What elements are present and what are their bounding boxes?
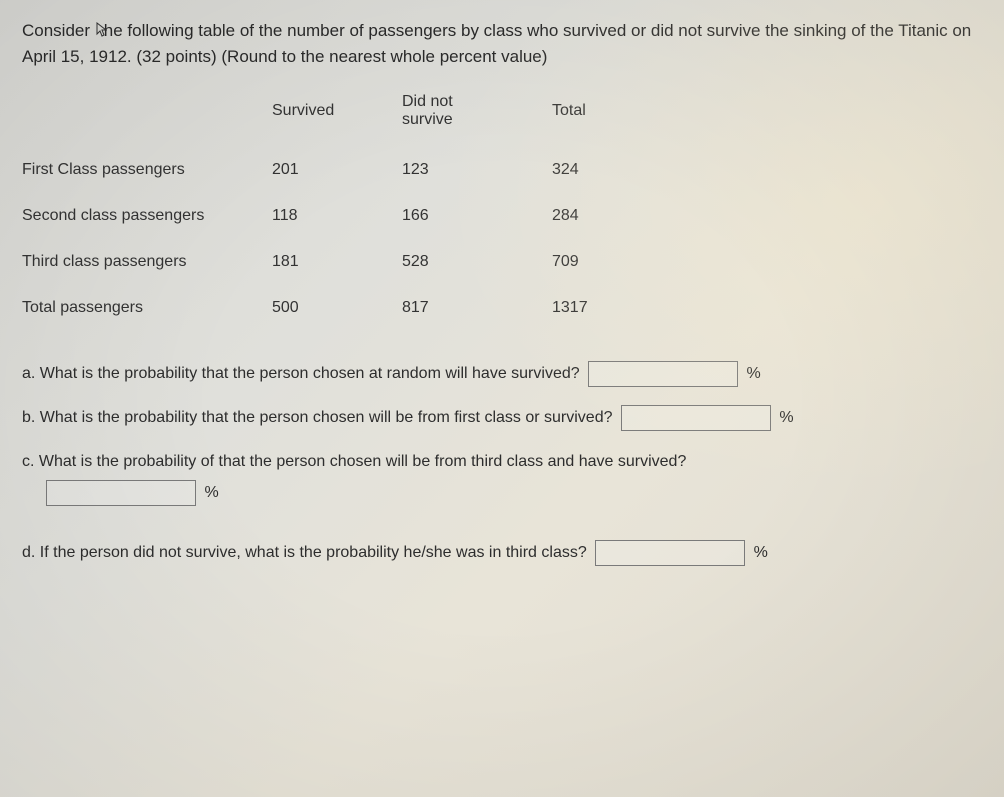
table-header-blank — [22, 93, 272, 147]
row-label: Third class passengers — [22, 239, 272, 285]
cell: 181 — [272, 239, 402, 285]
data-table: Survived Did not survive Total First Cla… — [22, 93, 672, 331]
cell: 284 — [552, 193, 672, 239]
question-b-text: b. What is the probability that the pers… — [22, 409, 612, 426]
cell: 118 — [272, 193, 402, 239]
table-row: First Class passengers 201 123 324 — [22, 147, 672, 193]
question-a: a. What is the probability that the pers… — [22, 361, 982, 387]
percent-label: % — [779, 405, 793, 431]
cell: 500 — [272, 285, 402, 331]
question-c: c. What is the probability of that the p… — [22, 449, 982, 507]
answer-input-a[interactable] — [588, 361, 738, 387]
intro-text-pre: Consider — [22, 21, 95, 40]
percent-label: % — [204, 480, 218, 506]
table-header-total: Total — [552, 93, 672, 147]
table-header-row: Survived Did not survive Total — [22, 93, 672, 147]
question-d-text: d. If the person did not survive, what i… — [22, 545, 587, 562]
cell: 709 — [552, 239, 672, 285]
row-label: Total passengers — [22, 285, 272, 331]
intro-paragraph: Consider he following table of the numbe… — [22, 18, 982, 71]
table-row: Total passengers 500 817 1317 — [22, 285, 672, 331]
answer-input-b[interactable] — [621, 405, 771, 431]
cell: 324 — [552, 147, 672, 193]
question-a-text: a. What is the probability that the pers… — [22, 365, 580, 382]
question-page: Consider he following table of the numbe… — [0, 0, 1004, 594]
header-didnot-line2: survive — [402, 111, 453, 128]
row-label: Second class passengers — [22, 193, 272, 239]
answer-input-c[interactable] — [46, 480, 196, 506]
cell: 817 — [402, 285, 552, 331]
row-label: First Class passengers — [22, 147, 272, 193]
question-c-text: c. What is the probability of that the p… — [22, 453, 686, 470]
intro-text-post: he following table of the number of pass… — [104, 21, 866, 40]
header-didnot-line1: Did not — [402, 93, 453, 110]
cursor-icon — [95, 20, 107, 46]
cell: 166 — [402, 193, 552, 239]
percent-label: % — [747, 361, 761, 387]
question-b: b. What is the probability that the pers… — [22, 405, 982, 431]
table-header-survived: Survived — [272, 93, 402, 147]
cell: 201 — [272, 147, 402, 193]
table-row: Second class passengers 118 166 284 — [22, 193, 672, 239]
cell: 1317 — [552, 285, 672, 331]
cell: 123 — [402, 147, 552, 193]
question-c-answer-row: % — [42, 480, 982, 506]
table-header-didnot: Did not survive — [402, 93, 552, 147]
answer-input-d[interactable] — [595, 540, 745, 566]
table-row: Third class passengers 181 528 709 — [22, 239, 672, 285]
cell: 528 — [402, 239, 552, 285]
question-d: d. If the person did not survive, what i… — [22, 540, 982, 566]
percent-label: % — [754, 540, 768, 566]
